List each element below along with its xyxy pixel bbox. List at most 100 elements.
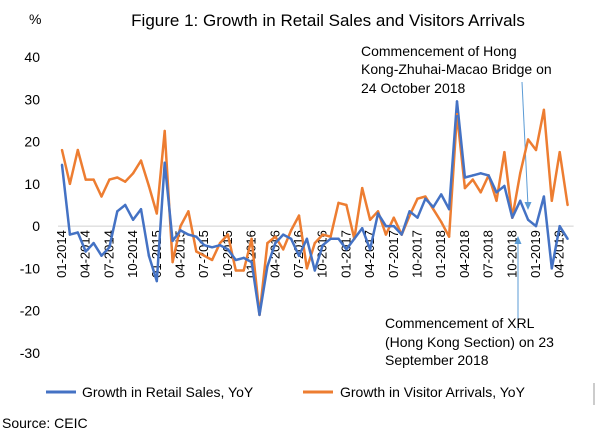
data-point-visitor-arrivals — [100, 195, 103, 198]
data-point-visitor-arrivals — [60, 148, 64, 152]
data-point-visitor-arrivals — [210, 258, 214, 262]
x-tick-label: 10-2015 — [220, 230, 235, 278]
y-tick-label: 10 — [24, 176, 40, 192]
data-point-visitor-arrivals — [266, 241, 269, 245]
data-point-retail-sales — [400, 233, 403, 236]
data-point-retail-sales — [274, 241, 277, 245]
x-tick-label: 07-2018 — [481, 230, 496, 278]
data-point-visitor-arrivals — [313, 241, 316, 245]
data-point-retail-sales — [432, 205, 435, 209]
data-point-retail-sales — [487, 174, 490, 177]
annotation-arrows — [514, 81, 532, 330]
x-tick-label: 01-2017 — [338, 230, 353, 278]
y-tick-label: 20 — [24, 134, 40, 150]
data-point-retail-sales — [226, 248, 230, 251]
annotation-hzmb-line1: Commencement of Hong — [361, 43, 517, 59]
data-point-retail-sales — [250, 260, 253, 264]
data-point-retail-sales — [337, 237, 340, 241]
data-point-visitor-arrivals — [542, 108, 546, 112]
data-point-retail-sales — [345, 248, 348, 251]
x-tick-label: 04-2017 — [362, 230, 377, 278]
annotation-xrl-line2: (Hong Kong Section) on 23 — [385, 334, 554, 350]
data-point-retail-sales — [210, 246, 214, 249]
data-point-visitor-arrivals — [297, 214, 301, 217]
x-tick-label: 04-2018 — [457, 230, 472, 278]
source-note: Source: CEIC — [2, 415, 88, 431]
x-tick-label: 01-2014 — [54, 230, 69, 278]
data-point-visitor-arrivals — [131, 172, 135, 175]
data-point-retail-sales — [526, 218, 530, 221]
data-point-retail-sales — [131, 218, 135, 221]
data-point-retail-sales — [179, 229, 182, 232]
data-point-retail-sales — [424, 197, 427, 200]
data-point-retail-sales — [384, 224, 388, 228]
data-point-visitor-arrivals — [179, 224, 182, 228]
data-point-retail-sales — [195, 235, 198, 238]
data-point-visitor-arrivals — [155, 212, 158, 215]
annotation-xrl-line3: September 2018 — [385, 352, 489, 368]
data-point-retail-sales — [361, 227, 364, 230]
data-point-retail-sales — [203, 243, 206, 247]
data-point-visitor-arrivals — [463, 186, 467, 190]
data-point-visitor-arrivals — [329, 235, 332, 238]
data-point-retail-sales — [187, 233, 190, 236]
data-point-retail-sales — [542, 195, 546, 198]
annotation-xrl: Commencement of XRL (Hong Kong Section) … — [385, 315, 554, 368]
data-point-visitor-arrivals — [274, 235, 277, 238]
x-tick-label: 10-2016 — [315, 230, 330, 278]
data-point-visitor-arrivals — [337, 201, 340, 205]
legend: Growth in Retail Sales, YoY Growth in Vi… — [46, 384, 526, 400]
data-point-retail-sales — [321, 243, 324, 247]
x-tick-label: 01-2016 — [244, 230, 259, 278]
data-point-visitor-arrivals — [76, 148, 80, 152]
data-point-visitor-arrivals — [408, 214, 411, 217]
data-point-retail-sales — [566, 237, 569, 241]
data-point-retail-sales — [155, 279, 158, 283]
data-point-visitor-arrivals — [124, 180, 127, 183]
data-point-visitor-arrivals — [495, 199, 498, 202]
data-point-visitor-arrivals — [519, 172, 522, 175]
data-point-visitor-arrivals — [424, 195, 427, 198]
data-point-visitor-arrivals — [116, 176, 119, 179]
data-point-retail-sales — [534, 224, 538, 228]
data-point-retail-sales — [234, 258, 237, 262]
legend-label-retail-sales: Growth in Retail Sales, YoY — [82, 384, 254, 400]
data-point-visitor-arrivals — [84, 178, 87, 181]
data-point-visitor-arrivals — [566, 203, 569, 207]
data-point-visitor-arrivals — [234, 269, 237, 272]
data-point-retail-sales — [171, 239, 174, 243]
data-point-visitor-arrivals — [368, 218, 372, 221]
data-point-visitor-arrivals — [187, 210, 190, 213]
data-point-visitor-arrivals — [534, 148, 538, 152]
y-tick-label: 40 — [24, 49, 40, 65]
data-point-visitor-arrivals — [479, 191, 482, 194]
data-point-retail-sales — [258, 313, 261, 317]
y-tick-labels: 40 30 20 10 0 -10 -20 -30 — [20, 49, 40, 361]
x-tick-label: 10-2017 — [410, 230, 425, 278]
data-point-visitor-arrivals — [345, 203, 348, 207]
annotation-hzmb-line2: Kong-Zhuhai-Macao Bridge on — [361, 61, 552, 77]
x-tick-label: 07-2014 — [101, 230, 116, 278]
series-points-retail-sales — [60, 100, 569, 317]
data-point-visitor-arrivals — [376, 210, 380, 213]
data-point-retail-sales — [163, 161, 166, 164]
data-point-visitor-arrivals — [526, 138, 530, 141]
data-point-retail-sales — [139, 208, 143, 211]
y-tick-label: -30 — [20, 345, 40, 361]
data-point-retail-sales — [440, 193, 443, 196]
data-point-visitor-arrivals — [242, 269, 245, 272]
data-point-retail-sales — [313, 269, 316, 272]
data-point-retail-sales — [463, 176, 467, 179]
hzmb-arrowhead — [524, 202, 532, 210]
y-tick-label: -10 — [20, 260, 40, 276]
data-point-retail-sales — [60, 163, 64, 167]
data-point-retail-sales — [479, 172, 482, 175]
data-point-retail-sales — [455, 100, 459, 103]
y-tick-label: -20 — [20, 303, 40, 319]
data-point-visitor-arrivals — [147, 184, 151, 188]
data-point-retail-sales — [147, 254, 151, 257]
x-tick-label: 10-2014 — [125, 230, 140, 278]
data-point-visitor-arrivals — [558, 150, 561, 154]
data-point-visitor-arrivals — [432, 208, 435, 211]
data-point-retail-sales — [376, 212, 380, 215]
